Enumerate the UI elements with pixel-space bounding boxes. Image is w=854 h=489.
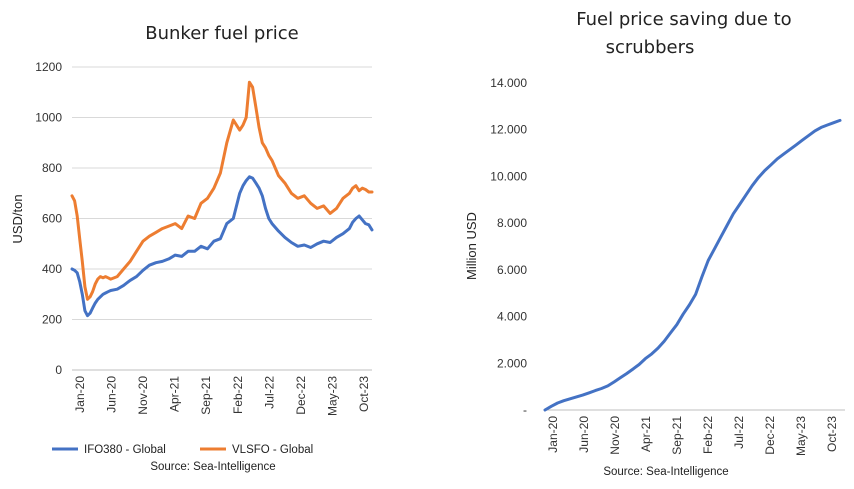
series-line-1 [70,80,374,301]
x-tick-label: Sep-21 [670,416,684,455]
source-note: Source: Sea-Intelligence [603,466,728,478]
y-tick-label: 6.000 [497,263,527,277]
y-tick-label: 0 [55,363,62,377]
x-tick-label: May-23 [325,376,339,416]
series-lines [543,118,842,412]
x-tick-label: Jan-20 [546,416,560,453]
legend-label-vlsfo: VLSFO - Global [232,444,313,456]
series-line-0 [543,118,842,412]
y-tick-label: - [523,403,527,417]
x-tick-label: May-23 [794,416,808,456]
y-tick-label: 8.000 [497,216,527,230]
y-tick-label: 10.000 [490,169,527,183]
chart-title: Bunker fuel price [145,23,298,44]
source-note: Source: Sea-Intelligence [150,461,275,473]
series-lines [70,80,374,318]
y-tick-label: 12.000 [490,123,527,137]
legend: IFO380 - Global VLSFO - Global [52,444,313,456]
x-tick-label: Oct-23 [825,416,839,452]
y-tick-label: 600 [42,212,62,226]
y-tick-label: 4.000 [497,310,527,324]
chart-title-part: Fuel price saving due to [576,9,791,30]
x-axis-ticks: Jan-20 Jun-20 Nov-20 Apr-21 Sep-21 Feb-22 Jul-… [546,416,839,456]
x-axis-ticks: Jan-20 Jun-20 Nov-20 Apr-21 Sep-21 Feb-22 Jul-… [73,376,371,416]
chart-title-line1: Fuel price saving due to [576,9,791,30]
x-tick-label: Nov-20 [608,416,622,455]
y-axis-ticks: - 2.000 4.000 6.000 8.000 10.000 12.000 14.000 [490,76,527,417]
x-tick-label: Feb-22 [701,416,715,454]
scrubber-saving-chart: Fuel price saving due to scrubbers - 2.00… [464,9,845,478]
y-axis-label: Million USD [464,212,479,280]
y-tick-label: 14.000 [490,76,527,90]
y-axis-ticks: 0 200 400 600 800 1000 1200 [35,60,62,377]
series-line-0 [70,175,374,318]
x-tick-label: Jul-22 [262,376,276,409]
x-tick-label: Dec-22 [763,416,777,455]
chart-title-line2: scrubbers [606,37,695,58]
x-tick-label: Dec-22 [294,376,308,415]
y-tick-label: 800 [42,161,62,175]
x-tick-label: Jan-20 [73,376,87,413]
x-tick-label: Jun-20 [105,376,119,413]
y-tick-label: 2.000 [497,356,527,370]
x-tick-label: Oct-23 [357,376,371,412]
x-tick-label: Feb-22 [231,376,245,414]
x-tick-label: Nov-20 [136,376,150,415]
x-tick-label: Sep-21 [199,376,213,415]
y-tick-label: 1200 [35,60,62,74]
legend-label-ifo380: IFO380 - Global [84,444,166,456]
x-tick-label: Jul-22 [732,416,746,449]
y-tick-label: 200 [42,313,62,327]
x-tick-label: Apr-21 [639,416,653,452]
chart-title-part: scrubbers [606,37,695,58]
y-tick-label: 400 [42,262,62,276]
gridlines [72,66,372,320]
y-tick-label: 1000 [35,111,62,125]
x-tick-label: Apr-21 [168,376,182,412]
bunker-fuel-price-chart: Bunker fuel price 020040060080010001200 … [10,23,374,473]
x-tick-label: Jun-20 [577,416,591,453]
y-axis-label: USD/ton [10,194,25,243]
